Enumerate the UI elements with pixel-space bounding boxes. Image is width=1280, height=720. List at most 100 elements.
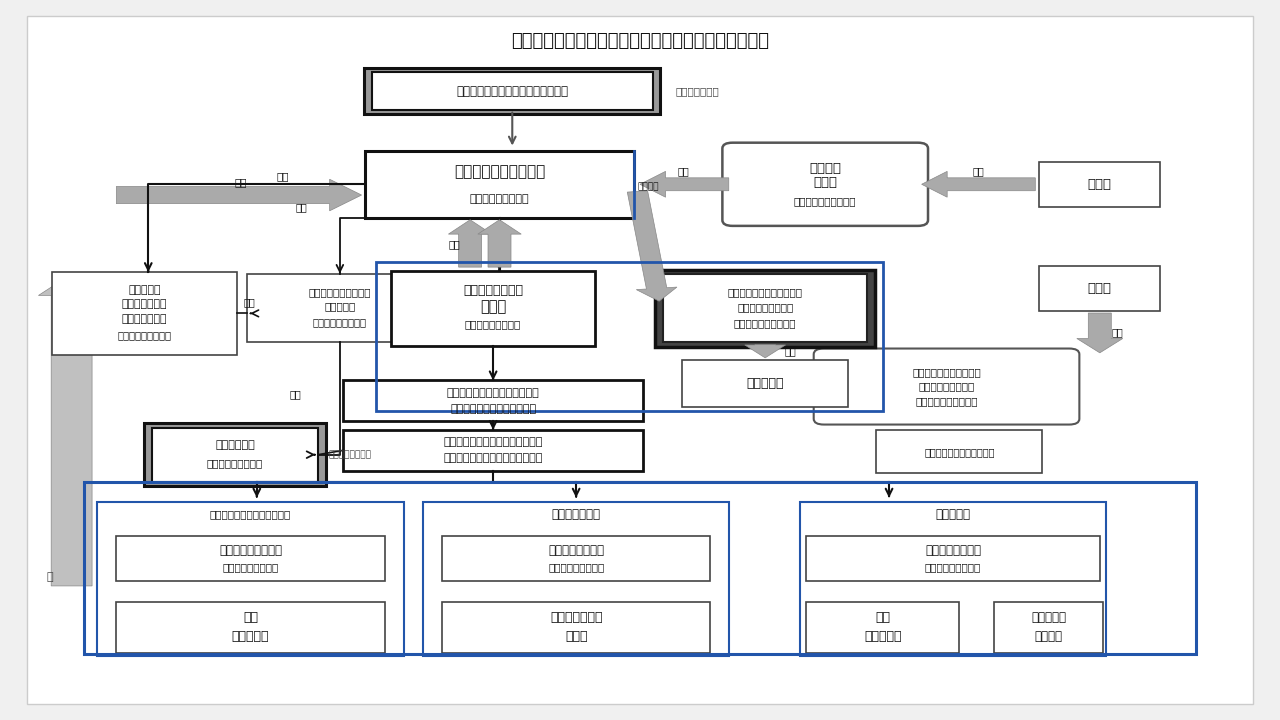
FancyBboxPatch shape	[343, 430, 643, 471]
FancyBboxPatch shape	[152, 428, 319, 482]
FancyBboxPatch shape	[116, 603, 384, 652]
Text: 部所支任者：課長: 部所支任者：課長	[548, 544, 604, 557]
Text: 相談: 相談	[1112, 327, 1124, 337]
Text: 主幹・課長補佐: 主幹・課長補佐	[550, 611, 603, 624]
Text: 告発: 告発	[973, 166, 984, 176]
Text: 最高管理責任者: 最高管理責任者	[122, 299, 168, 309]
Text: ・管理課: ・管理課	[1034, 629, 1062, 643]
Text: 調査命令: 調査命令	[637, 182, 659, 191]
FancyBboxPatch shape	[442, 536, 710, 581]
Text: 監査: 監査	[244, 297, 256, 307]
Text: 研究担当者: 研究担当者	[232, 629, 269, 643]
Text: 東三河農研: 東三河農研	[936, 508, 970, 521]
Text: 公的研究費の取扱いに係る基本指針: 公的研究費の取扱いに係る基本指針	[456, 84, 568, 97]
Polygon shape	[1076, 313, 1123, 353]
Text: 内部監査：: 内部監査：	[128, 284, 161, 294]
Text: コンプライアンス推進責任者：: コンプライアンス推進責任者：	[447, 388, 539, 398]
FancyBboxPatch shape	[365, 151, 634, 217]
Text: 公的研究費の管理運営及び不正行為防止体制について: 公的研究費の管理運営及び不正行為防止体制について	[511, 32, 769, 50]
Text: 相談者: 相談者	[1088, 282, 1112, 294]
Text: 管理課・会計課: 管理課・会計課	[552, 508, 600, 521]
Text: 告発者: 告発者	[1088, 178, 1112, 191]
FancyBboxPatch shape	[343, 380, 643, 421]
Polygon shape	[745, 345, 786, 358]
FancyBboxPatch shape	[390, 271, 595, 346]
FancyBboxPatch shape	[663, 274, 868, 343]
FancyBboxPatch shape	[145, 423, 326, 486]
Text: （基本指針第８条）: （基本指針第８条）	[312, 317, 367, 327]
Polygon shape	[116, 179, 361, 211]
Text: 部所支任者：部所長: 部所支任者：部所長	[219, 544, 282, 557]
Text: 設置: 設置	[296, 202, 307, 212]
Text: （基本指針第３条）: （基本指針第３条）	[470, 194, 530, 204]
Text: 管理・会計: 管理・会計	[1032, 611, 1066, 624]
Text: 統括管理責任者：: 統括管理責任者：	[463, 284, 524, 297]
Text: 公的研究費執行マニュアル: 公的研究費執行マニュアル	[924, 447, 995, 456]
FancyBboxPatch shape	[682, 360, 849, 408]
Text: 管理課: 管理課	[813, 176, 837, 189]
FancyBboxPatch shape	[364, 68, 660, 114]
FancyBboxPatch shape	[806, 536, 1100, 581]
Text: する調査に係る規程: する調査に係る規程	[737, 302, 794, 312]
Polygon shape	[640, 171, 728, 197]
FancyBboxPatch shape	[422, 502, 730, 656]
Text: 調査委員会: 調査委員会	[746, 377, 783, 390]
Text: 策定: 策定	[289, 390, 301, 400]
Text: －: －	[46, 572, 54, 582]
FancyBboxPatch shape	[806, 603, 959, 652]
FancyBboxPatch shape	[995, 603, 1103, 652]
Text: （基本指針第３条）: （基本指針第３条）	[924, 562, 980, 572]
Polygon shape	[38, 274, 105, 586]
Text: （基本指針第１０条）: （基本指針第１０条）	[915, 396, 978, 406]
FancyBboxPatch shape	[655, 270, 876, 347]
FancyBboxPatch shape	[814, 348, 1079, 425]
Polygon shape	[448, 220, 492, 267]
Text: 副場長: 副場長	[480, 299, 507, 314]
Text: （基本指針第３条）: （基本指針第３条）	[465, 319, 521, 329]
Text: 事務処理手続等相談窓口: 事務処理手続等相談窓口	[913, 367, 980, 377]
Text: 部所支任者：所長: 部所支任者：所長	[925, 544, 980, 557]
FancyBboxPatch shape	[1039, 162, 1161, 207]
Polygon shape	[922, 171, 1036, 197]
FancyBboxPatch shape	[442, 603, 710, 652]
Text: 管理部長（基本指針第３条）: 管理部長（基本指針第３条）	[451, 404, 536, 414]
Text: （基本指針第９条）: （基本指針第９条）	[118, 330, 172, 340]
Text: 担当者: 担当者	[564, 629, 588, 643]
FancyBboxPatch shape	[877, 431, 1042, 473]
Text: 研究担当者: 研究担当者	[864, 629, 901, 643]
Text: 不正防止計画: 不正防止計画	[215, 440, 255, 449]
Text: （基本指針第１２条）: （基本指針第１２条）	[733, 318, 796, 328]
FancyBboxPatch shape	[97, 502, 403, 656]
FancyBboxPatch shape	[800, 502, 1106, 656]
FancyBboxPatch shape	[371, 73, 653, 109]
Text: 公的研究費の不正行為に関: 公的研究費の不正行為に関	[727, 287, 803, 297]
FancyBboxPatch shape	[51, 272, 237, 355]
Text: 管理体制を規定: 管理体制を規定	[676, 86, 719, 96]
Text: 運営・管理を規定: 運営・管理を規定	[329, 450, 371, 459]
Text: 報告: 報告	[677, 166, 689, 176]
Text: （基本指針第３条）: （基本指針第３条）	[223, 562, 279, 572]
Text: （基本指針第８条）: （基本指針第８条）	[207, 459, 264, 468]
FancyBboxPatch shape	[27, 16, 1253, 704]
Text: 報告: 報告	[234, 177, 247, 187]
Text: 各部所（第三河農研を除く）: 各部所（第三河農研を除く）	[210, 510, 291, 520]
Text: 任命: 任命	[276, 171, 288, 181]
FancyBboxPatch shape	[247, 274, 433, 342]
Text: 室長: 室長	[243, 611, 259, 624]
Text: 研究戦略部長（基本指針第３条）: 研究戦略部長（基本指針第３条）	[443, 454, 543, 463]
Text: 告発窓口: 告発窓口	[809, 162, 841, 175]
Text: コンプライアンス推進副責任者：: コンプライアンス推進副責任者：	[443, 438, 543, 448]
Text: 企画調整室・会計課: 企画調整室・会計課	[919, 381, 974, 391]
FancyBboxPatch shape	[722, 143, 928, 226]
Text: が任命した職員: が任命した職員	[122, 314, 168, 324]
Text: 報告: 報告	[449, 239, 461, 249]
Polygon shape	[627, 191, 677, 301]
Text: 不正防止計画推進部署: 不正防止計画推進部署	[308, 287, 371, 297]
FancyBboxPatch shape	[116, 536, 384, 581]
Polygon shape	[477, 220, 521, 267]
FancyBboxPatch shape	[1039, 266, 1161, 311]
Text: 設置: 設置	[785, 346, 796, 356]
Text: （基本指針第３条）: （基本指針第３条）	[548, 562, 604, 572]
Text: 企画調整室: 企画調整室	[324, 301, 356, 311]
Text: （基本指針第１１条）: （基本指針第１１条）	[794, 196, 856, 206]
